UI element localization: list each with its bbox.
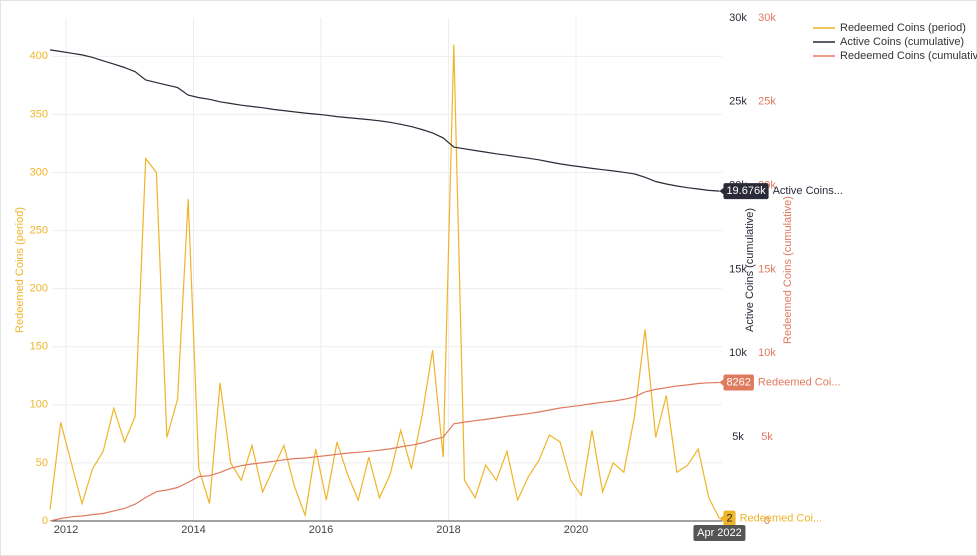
hover-box	[723, 510, 736, 527]
y2-tick-label: 15k	[729, 263, 747, 275]
hover-box	[723, 183, 769, 200]
series-line	[49, 381, 720, 522]
y3-tick-label: 10k	[758, 347, 776, 359]
hover-label: 19.676k Active Coins...	[719, 183, 843, 200]
hover-value: 2	[726, 513, 732, 525]
y-tick-label: 300	[30, 166, 48, 178]
y-tick-label: 350	[30, 108, 48, 120]
y-tick-label: 150	[30, 341, 48, 353]
hover-name: Redeemed Coi...	[740, 513, 823, 525]
series-line	[50, 49, 720, 192]
y3-tick-label: 30k	[758, 12, 776, 24]
hover-pointer	[719, 378, 725, 387]
y3-axis-title: Redeemed Coins (cumulative)	[782, 196, 794, 344]
legend-label: Active Coins (cumulative)	[840, 36, 964, 48]
y-tick-label: 200	[30, 283, 48, 295]
x-tick-label: 2020	[564, 524, 588, 536]
x-tick-label: 2016	[309, 524, 333, 536]
y3-tick-label: 15k	[758, 263, 776, 275]
x-tick-label: 2018	[436, 524, 460, 536]
y-tick-label: 250	[30, 224, 48, 236]
y3-tick-label: 5k	[761, 431, 773, 443]
y2-tick-label: 10k	[729, 347, 747, 359]
y-tick-label: 400	[30, 50, 48, 62]
y-tick-label: 50	[36, 457, 48, 469]
hover-x-label: Apr 2022	[697, 527, 742, 539]
x-tick-label: 2012	[54, 524, 78, 536]
hover-name: Redeemed Coi...	[758, 376, 841, 388]
x-tick-label: 2014	[181, 524, 205, 536]
hover-pointer	[719, 187, 725, 196]
hover-pointer	[719, 514, 725, 523]
hover-label: 8262 Redeemed Coi...	[719, 374, 841, 391]
y-axis-title: Redeemed Coins (period)	[14, 207, 26, 333]
y-tick-label: 100	[30, 399, 48, 411]
hover-name: Active Coins...	[773, 185, 843, 197]
y2-tick-label: 25k	[729, 96, 747, 108]
hover-label: 2 Redeemed Coi...	[719, 510, 823, 527]
hover-value: 19.676k	[726, 185, 766, 197]
legend-label: Redeemed Coins (period)	[840, 22, 966, 34]
y2-tick-label: 30k	[729, 12, 747, 24]
y2-tick-label: 5k	[732, 431, 744, 443]
y2-axis-title: Active Coins (cumulative)	[744, 208, 756, 332]
y-tick-label: 0	[42, 515, 48, 527]
legend-label: Redeemed Coins (cumulative)	[840, 50, 977, 62]
hover-x-box	[693, 525, 746, 541]
hover-box	[723, 374, 754, 391]
hover-value: 8262	[726, 376, 750, 388]
series-line	[49, 44, 721, 519]
y3-tick-label: 25k	[758, 96, 776, 108]
y3-tick-label: 0	[764, 515, 770, 527]
